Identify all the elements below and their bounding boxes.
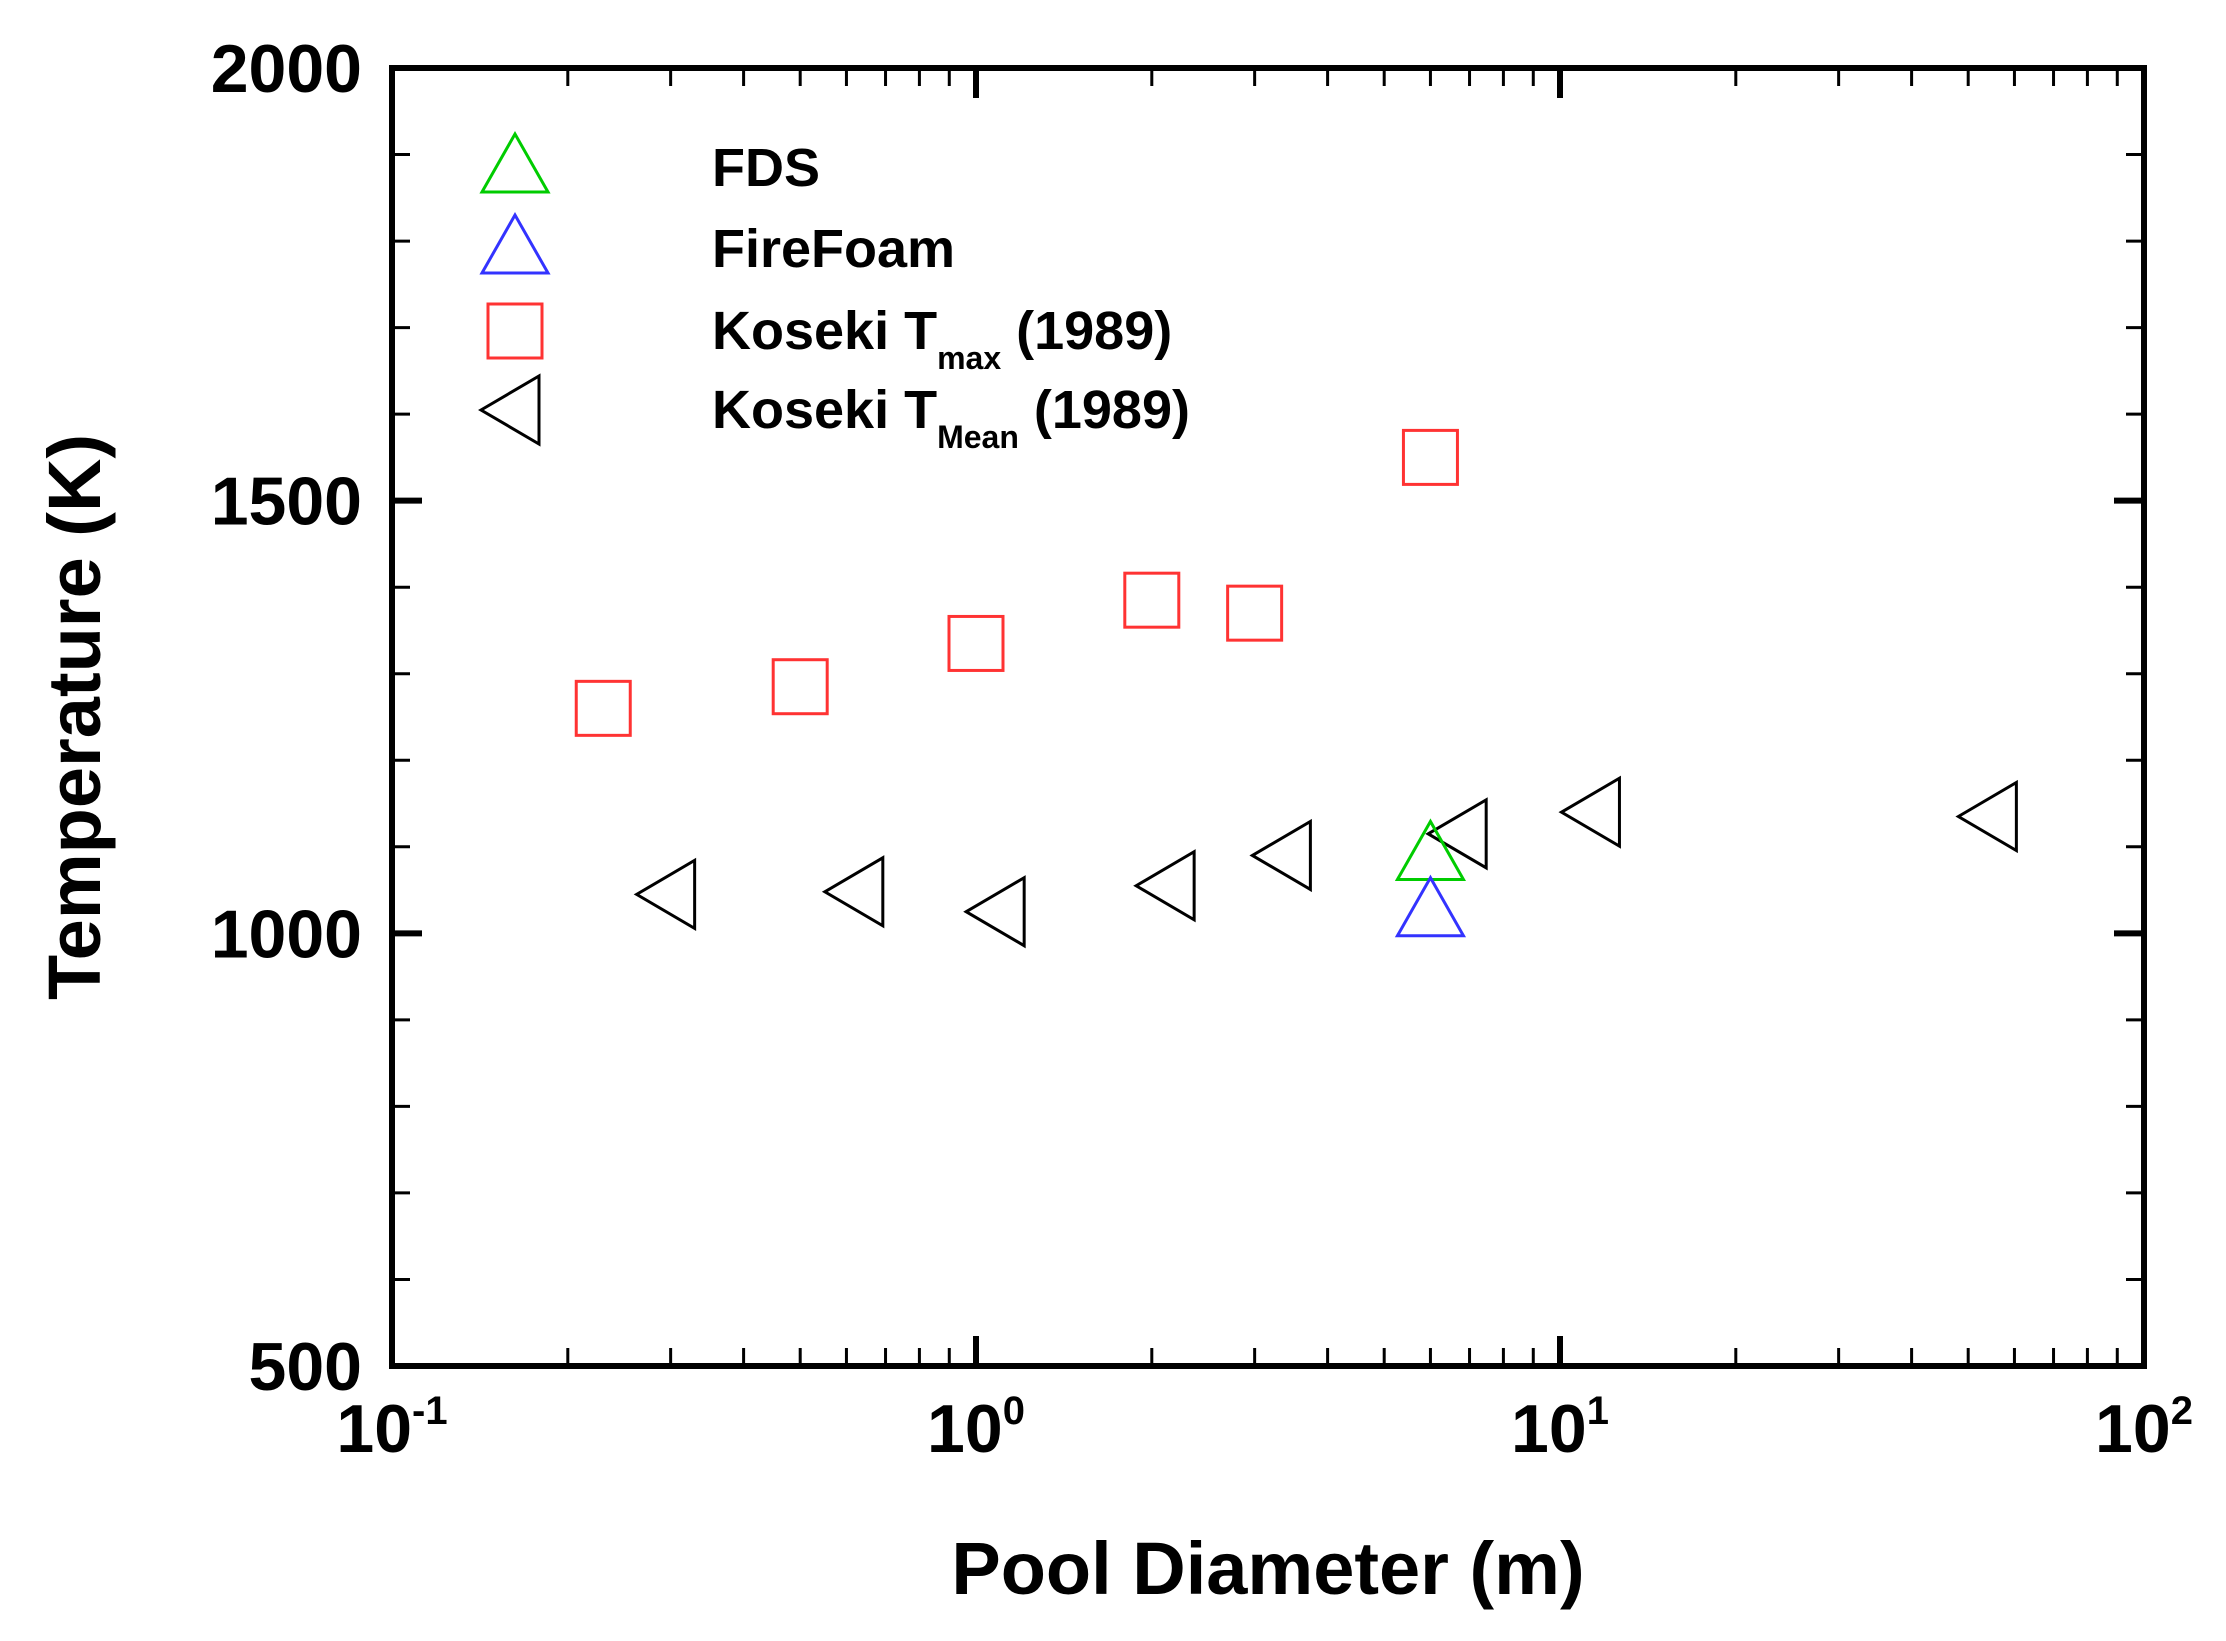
- y-tick-label: 1500: [211, 464, 362, 540]
- legend-marker-koseki-tmax: [486, 302, 544, 360]
- legend-label-fds: FDS: [712, 138, 820, 198]
- koseki-tmax-point: [574, 679, 632, 737]
- plot-frame: [389, 65, 2147, 1369]
- koseki-tmean-point: [1425, 797, 1488, 871]
- koseki-tmean-point: [633, 857, 697, 932]
- koseki-tmean-point: [963, 875, 1026, 949]
- legend-label-firefoam: FireFoam: [712, 219, 955, 279]
- legend: FDS FireFoam Koseki Tmax (1989)Koseki TMea…: [478, 130, 1190, 455]
- koseki-tmean-point: [1133, 849, 1196, 923]
- legend-marker-fds: [479, 130, 551, 194]
- x-tick-label: 102: [2095, 1389, 2193, 1467]
- koseki-tmax-point: [1123, 571, 1181, 629]
- koseki-tmax-point: [947, 614, 1005, 672]
- koseki-tmean-point: [1249, 818, 1312, 893]
- legend-label-koseki-tmean: Koseki TMean (1989): [712, 380, 1190, 455]
- koseki-tmean-point: [1558, 775, 1621, 849]
- legend-marker-koseki-tmean: [478, 373, 541, 447]
- x-tick-label: 100: [927, 1389, 1025, 1467]
- koseki-tmax-point: [1226, 584, 1284, 642]
- data-marks: [574, 428, 2018, 949]
- y-tick-label: 500: [249, 1329, 362, 1405]
- axis-ticks: 500 1000 1500 2000 10-1 100 101 102: [211, 31, 2193, 1467]
- legend-marker-firefoam: [479, 211, 551, 275]
- koseki-tmean-point: [821, 855, 885, 929]
- x-tick-label: 101: [1511, 1389, 1609, 1467]
- firefoam-point: [1394, 874, 1467, 938]
- y-axis-title: Temperature (K): [33, 434, 116, 1000]
- y-tick-label: 1000: [211, 896, 362, 972]
- x-tick-label: 10-1: [336, 1389, 447, 1467]
- y-tick-label: 2000: [211, 31, 362, 107]
- koseki-tmax-point: [771, 658, 829, 716]
- legend-label-koseki-tmax: Koseki Tmax (1989): [712, 301, 1172, 376]
- koseki-tmax-point: [1401, 428, 1459, 486]
- x-axis-title: Pool Diameter (m): [951, 1527, 1584, 1610]
- koseki-tmean-point: [1955, 779, 2018, 854]
